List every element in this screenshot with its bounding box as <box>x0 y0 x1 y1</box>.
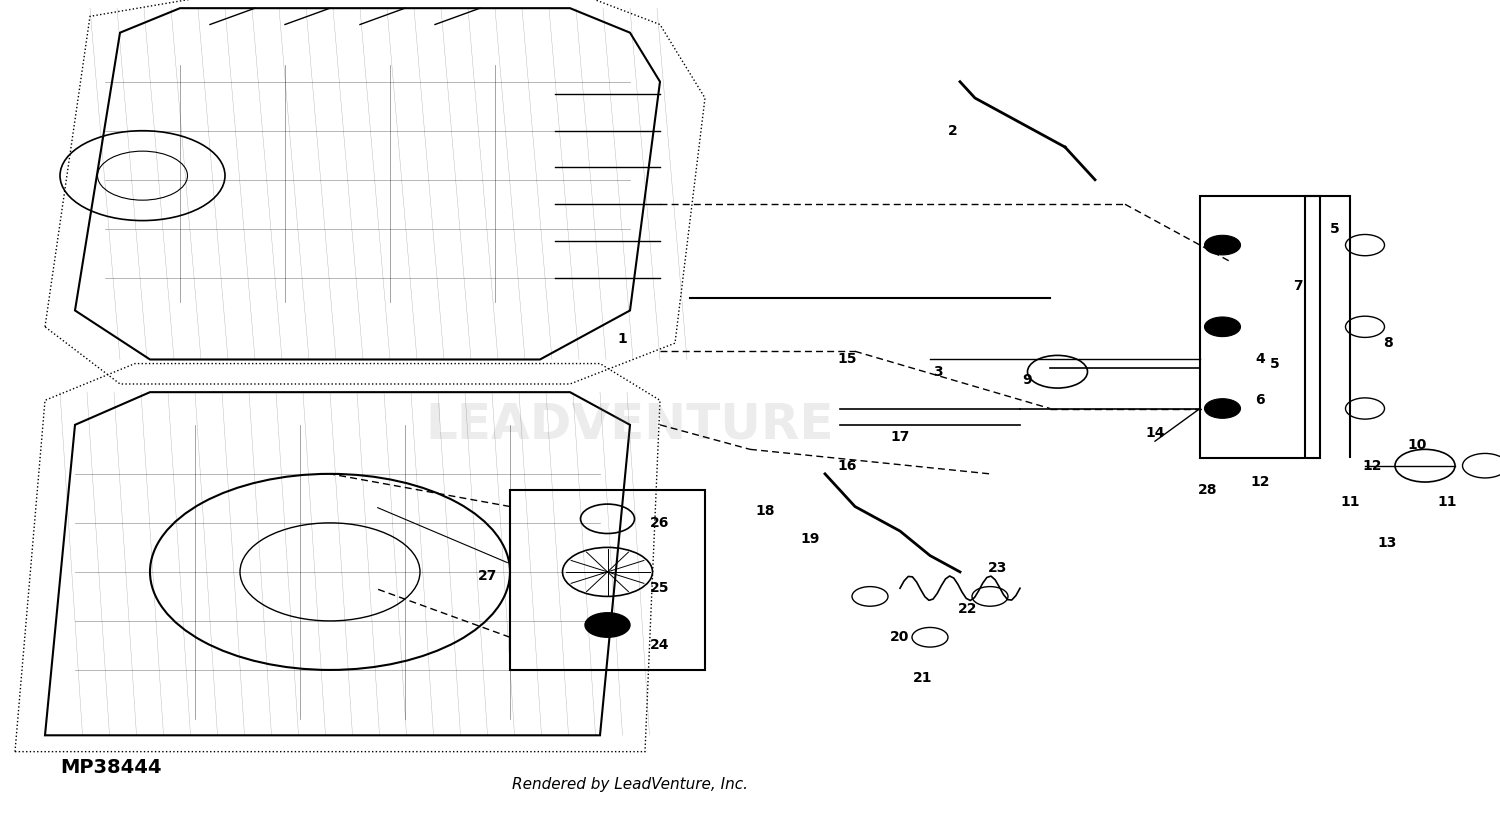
Text: LEADVENTURE: LEADVENTURE <box>426 401 834 449</box>
Text: Rendered by LeadVenture, Inc.: Rendered by LeadVenture, Inc. <box>512 777 748 792</box>
Text: 5: 5 <box>1270 356 1280 371</box>
Text: 11: 11 <box>1341 495 1359 510</box>
Text: 27: 27 <box>478 569 496 583</box>
Text: 12: 12 <box>1251 475 1269 489</box>
Text: 18: 18 <box>754 503 774 518</box>
Text: 5: 5 <box>1330 221 1340 236</box>
Text: 2: 2 <box>948 123 957 138</box>
Text: 13: 13 <box>1378 536 1396 551</box>
Text: 24: 24 <box>651 638 669 653</box>
Text: 19: 19 <box>801 532 819 547</box>
Circle shape <box>1204 235 1240 255</box>
Text: 11: 11 <box>1437 495 1456 510</box>
Text: 26: 26 <box>651 516 669 530</box>
Text: 17: 17 <box>891 430 909 444</box>
Text: 9: 9 <box>1023 373 1032 387</box>
Circle shape <box>1204 317 1240 337</box>
Text: 25: 25 <box>651 581 669 596</box>
Text: 15: 15 <box>837 352 856 367</box>
Text: 10: 10 <box>1408 438 1426 453</box>
Text: MP38444: MP38444 <box>60 758 162 778</box>
Circle shape <box>585 613 630 637</box>
Bar <box>1200 196 1320 458</box>
Circle shape <box>1204 399 1240 418</box>
Text: 7: 7 <box>1293 279 1302 293</box>
Text: 23: 23 <box>988 560 1006 575</box>
Text: 8: 8 <box>1383 336 1392 350</box>
Text: 12: 12 <box>1362 458 1383 473</box>
Text: 16: 16 <box>839 458 856 473</box>
Text: 14: 14 <box>1146 426 1164 440</box>
Text: 3: 3 <box>933 364 942 379</box>
Bar <box>510 490 705 670</box>
Text: 1: 1 <box>618 332 627 346</box>
Text: 4: 4 <box>1256 352 1264 367</box>
Text: 22: 22 <box>957 601 978 616</box>
Text: 28: 28 <box>1197 483 1218 498</box>
Text: 21: 21 <box>912 671 932 685</box>
Text: 6: 6 <box>1256 393 1264 408</box>
Text: 20: 20 <box>891 630 909 645</box>
